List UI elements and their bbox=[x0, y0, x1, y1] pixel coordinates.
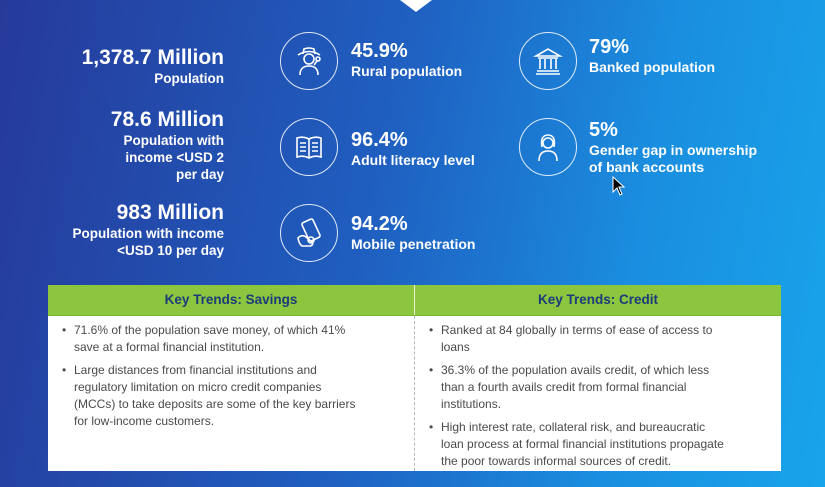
stat-label-line: <USD 10 per day bbox=[117, 243, 224, 258]
stat-value: 96.4% bbox=[351, 129, 408, 151]
stat-value: 79% bbox=[589, 36, 630, 58]
stat-label: Adult literacy level bbox=[351, 152, 475, 168]
list-item: • Large distances from financial institu… bbox=[62, 363, 356, 428]
stat-literacy: 96.4% Adult literacy level bbox=[351, 129, 475, 169]
stat-value: 983 Million bbox=[116, 201, 224, 224]
stat-income-usd10: 983 Million Population with income <USD … bbox=[73, 201, 225, 259]
stat-mobile: 94.2% Mobile penetration bbox=[351, 213, 475, 253]
stat-label: Rural population bbox=[351, 63, 463, 79]
section-notch bbox=[400, 0, 432, 12]
stat-label-line: income <USD 2 bbox=[125, 150, 224, 165]
credit-header: Key Trends: Credit bbox=[537, 292, 659, 307]
mobile-payment-icon bbox=[280, 204, 338, 262]
stat-label-line: of bank accounts bbox=[589, 159, 705, 175]
stat-rural: 45.9% Rural population bbox=[351, 40, 462, 80]
key-trends-table: Key Trends: Savings Key Trends: Credit •… bbox=[48, 285, 781, 471]
stat-value: 45.9% bbox=[351, 40, 408, 62]
book-icon bbox=[280, 118, 338, 176]
stat-label-line: Population with income bbox=[72, 226, 225, 241]
credit-column: • Ranked at 84 globally in terms of ease… bbox=[415, 316, 781, 471]
bank-icon bbox=[519, 32, 577, 90]
stat-value: 78.6 Million bbox=[110, 108, 224, 131]
savings-column: • 71.6% of the population save money, of… bbox=[48, 316, 415, 471]
list-item: • Ranked at 84 globally in terms of ease… bbox=[429, 323, 713, 354]
stat-label-line: per day bbox=[175, 167, 224, 182]
stat-population: 1,378.7 Million Population bbox=[82, 46, 224, 87]
stat-label-line: Population with bbox=[123, 133, 225, 148]
table-header: Key Trends: Savings Key Trends: Credit bbox=[48, 285, 781, 316]
stat-value: 5% bbox=[589, 119, 618, 141]
stat-value: 1,378.7 Million bbox=[81, 46, 224, 69]
stat-banked: 79% Banked population bbox=[589, 36, 715, 76]
stat-label: Banked population bbox=[589, 59, 715, 75]
stat-label: Population bbox=[154, 71, 224, 86]
mouse-cursor-icon bbox=[612, 176, 626, 196]
stat-income-usd2: 78.6 Million Population with income <USD… bbox=[111, 108, 224, 183]
list-item: • 71.6% of the population save money, of… bbox=[62, 323, 346, 354]
savings-header: Key Trends: Savings bbox=[48, 285, 415, 315]
stat-gender-gap: 5% Gender gap in ownership of bank accou… bbox=[589, 119, 757, 176]
stat-label-line: Gender gap in ownership bbox=[589, 142, 758, 158]
woman-icon bbox=[519, 118, 577, 176]
list-item: • High interest rate, collateral risk, a… bbox=[429, 420, 724, 468]
stat-value: 94.2% bbox=[351, 213, 408, 235]
stat-label: Mobile penetration bbox=[351, 236, 476, 252]
list-item: • 36.3% of the population avails credit,… bbox=[429, 363, 710, 411]
farmer-icon bbox=[280, 32, 338, 90]
